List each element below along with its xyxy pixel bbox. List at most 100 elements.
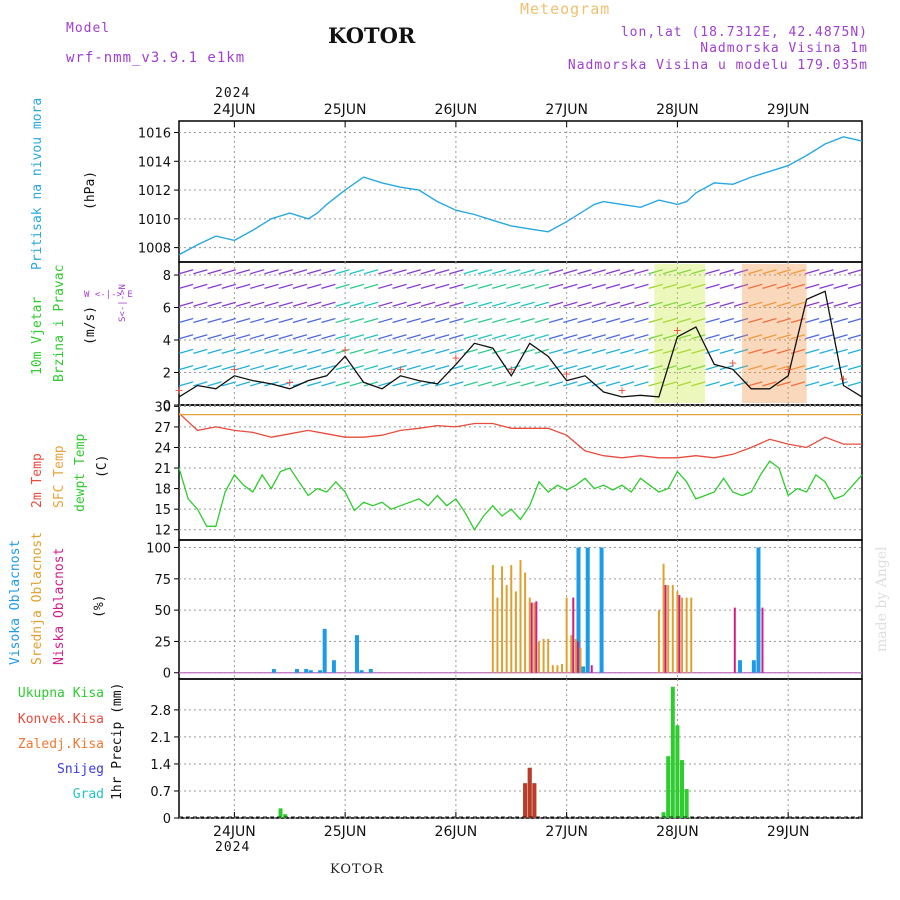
wind-gust-marker: + [839,373,848,386]
high-cloud-bar [308,670,313,673]
wind-barb [805,381,820,387]
wind-barb [449,317,464,324]
wind-barb [221,301,236,307]
wind-barb [292,283,308,289]
wind-barb [605,365,621,371]
wind-barb [648,301,663,307]
wind-barb [548,317,564,324]
wind-barb [648,381,663,387]
high-cloud-bar [756,547,761,673]
wind-barb [321,269,336,275]
wind-barb [449,348,464,354]
day-label-bottom: 25JUN [324,824,367,840]
wind-barb [178,301,194,307]
y-tick-label: 18 [154,483,171,498]
mid-cloud-bar [561,663,564,673]
wind-barb [363,269,379,275]
y-tick-label: 12 [154,524,171,539]
wind-barb [691,269,706,275]
wind-barb [335,269,350,275]
wind-barb [406,348,421,354]
y-tick-label: 1.4 [150,758,171,773]
wind-barb [264,269,279,275]
wind-barb [691,365,706,371]
snow-label: Snijeg [57,762,104,777]
wind-barb [207,317,222,324]
wind-barb [676,283,692,289]
wind-barb [591,301,606,307]
wind-barb [534,269,550,275]
wind-barb [463,381,478,387]
wind-barb [705,317,720,324]
wind-barb [363,348,379,354]
total-precip-bar [675,725,680,818]
total-precip-bar [684,789,689,818]
wind-barb [762,301,777,307]
wind-barb [477,317,493,324]
wind-barb [563,269,578,275]
wind-barb [420,365,436,371]
mid-cloud-bar [496,597,499,673]
wind-barb [335,365,350,371]
wind-barb [406,365,421,371]
wind-barb [477,301,493,307]
wind-barb [178,334,194,340]
wind-barb [762,381,777,387]
total-precip-bar [680,760,685,818]
mid-cloud-bar [551,665,554,673]
wind-barb [648,269,663,275]
wind-barb [762,334,777,340]
wind-barb [292,269,308,275]
wind-barb [790,301,806,307]
day-label-bottom: 29JUN [767,824,810,840]
wind-barb [292,317,308,324]
low-cloud-bar [664,585,667,673]
wind-barb [733,365,749,371]
wind-barb [733,283,749,289]
wind-barb [847,269,863,275]
y-tick-label: 75 [154,573,171,588]
y-tick-label: 1016 [138,127,171,142]
wind-barb [349,283,365,289]
wind-barb [406,283,421,289]
wind-barb [178,283,194,289]
wind-barb [207,365,222,371]
y-tick-label: 2 [163,367,171,382]
wind-barb [491,283,507,289]
wind-barb [520,334,535,340]
wind-barb [733,269,749,275]
wind-barb [819,334,834,340]
wind-barb [207,348,222,354]
wind-barb [748,283,763,289]
wind-barb [250,301,265,307]
wind-barb [178,365,194,371]
mid-cloud-bar [570,635,573,673]
t2m-line [178,412,862,459]
wind-barb [620,348,635,354]
y-tick-label: 1014 [138,155,171,170]
wind-barb [605,283,621,289]
y-tick-label: 2.1 [150,731,171,746]
wind-barb [577,283,592,289]
wind-barb [819,381,834,387]
wind-barb [278,283,293,289]
wind-barb [321,317,336,324]
wind-barb [591,348,606,354]
wind-barb [321,348,336,354]
wind-barb [392,269,407,275]
wind-barb [548,283,564,289]
wind-barb [349,334,365,340]
wind-barb [634,365,649,371]
wind-barb [705,283,720,289]
wind-barb [235,301,251,307]
wind-barb [520,365,535,371]
high-cloud-bar [271,668,276,673]
wind-barb [506,317,521,324]
wind-barb [520,301,535,307]
wind-barb [207,334,222,340]
wind-barb [833,301,848,307]
wind-barb [307,381,322,387]
wind-barb [477,283,493,289]
wind-barb [321,365,336,371]
wind-barb [563,365,578,371]
